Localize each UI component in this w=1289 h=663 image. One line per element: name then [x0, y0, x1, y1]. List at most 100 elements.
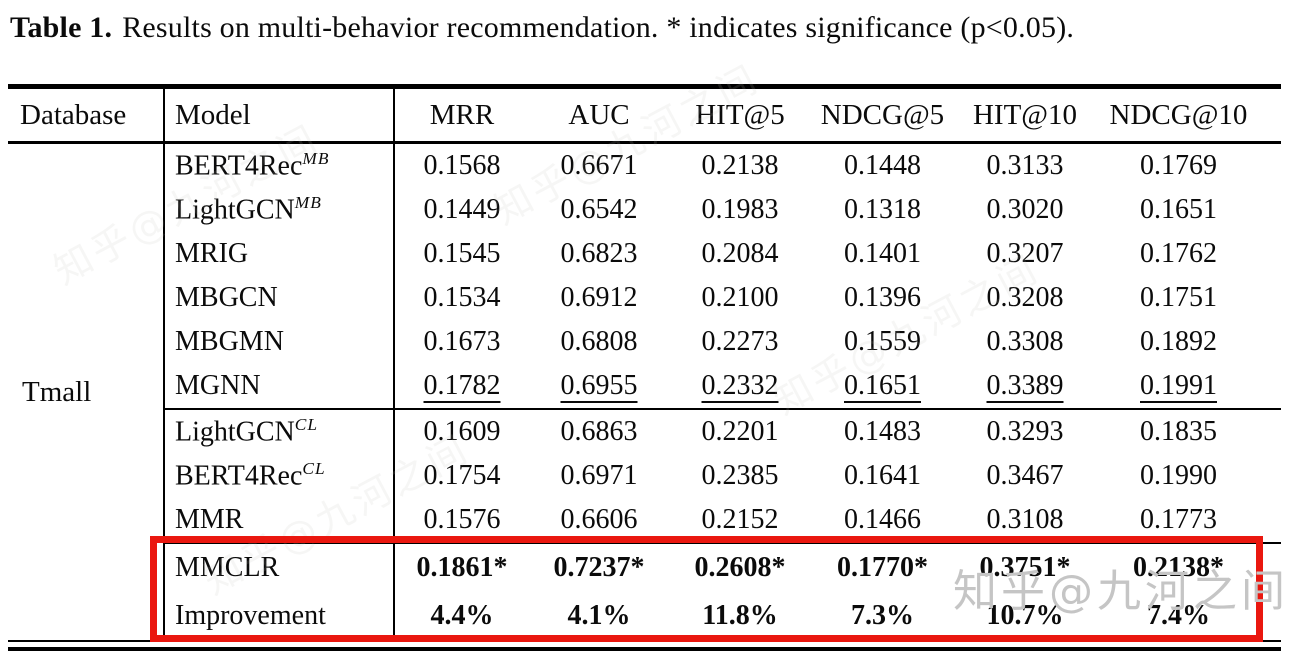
metric-value: 4.4%: [430, 600, 494, 631]
table-row: MMCLR 0.1861* 0.7237* 0.2608* 0.1770* 0.3751*…: [8, 542, 1281, 592]
results-table: Database Model MRR AUC HIT@5 NDCG@5 HIT@10 NDCG…: [8, 84, 1281, 642]
table-row: Improvement 4.4% 4.1% 11.8% 7.3% 10.7% 7.4%: [8, 592, 1281, 641]
metric-value: 0.3467: [986, 460, 1064, 491]
metric-value: 0.2385: [701, 460, 779, 491]
metric-value: 0.2084: [701, 238, 779, 269]
metric-value: 0.2100: [701, 282, 779, 313]
metric-value: 0.1576: [423, 504, 501, 535]
metric-value: 0.1396: [844, 282, 921, 313]
col-header-ndcg5: NDCG@5: [811, 86, 954, 144]
metric-value: 0.6971: [560, 460, 638, 491]
metric-value: 0.3308: [986, 326, 1064, 357]
metric-value: 4.1%: [567, 600, 631, 631]
metric-value: 0.3293: [954, 408, 1096, 454]
metric-value: 0.1609: [394, 408, 529, 454]
metric-value: 0.6542: [560, 194, 638, 225]
col-header-mrr: MRR: [394, 86, 529, 144]
metric-value: 0.1892: [1140, 326, 1217, 357]
col-header-database: Database: [8, 86, 165, 144]
model-name: BERT4RecCL: [164, 454, 395, 498]
metric-value: 0.1318: [844, 194, 921, 225]
metric-value: 7.3%: [851, 600, 914, 631]
col-header-auc: AUC: [529, 86, 669, 144]
metric-value: 0.1773: [1140, 504, 1217, 535]
metric-value: 0.1651: [1140, 194, 1217, 225]
table-header-row: Database Model MRR AUC HIT@5 NDCG@5 HIT@10 NDCG…: [8, 86, 1281, 144]
metric-value: 0.1762: [1140, 238, 1217, 269]
model-name: MRIG: [164, 232, 395, 276]
metric-value: 0.1534: [423, 282, 501, 313]
metric-value: 0.6671: [560, 150, 638, 181]
metric-value: 0.1835: [1096, 408, 1281, 454]
model-name: LightGCNCL: [164, 408, 395, 454]
table-row: BERT4RecCL 0.1754 0.6971 0.2385 0.1641 0.3467…: [8, 454, 1281, 498]
model-superscript: CL: [294, 415, 319, 435]
table-row: Tmall BERT4RecMB 0.1568 0.6671 0.2138 0.1448 0…: [8, 142, 1281, 641]
table-bottom-rule: [8, 647, 1281, 651]
metric-value: 0.6823: [560, 238, 638, 269]
model-name: MMR: [164, 498, 395, 543]
metric-value: 0.6955: [560, 370, 638, 401]
metric-value: 0.1782: [423, 370, 501, 401]
table-row: LightGCNCL 0.1609 0.6863 0.2201 0.1483 0.3293…: [8, 408, 1281, 454]
col-header-ndcg10: NDCG@10: [1096, 86, 1281, 144]
metric-value: 0.3208: [986, 282, 1064, 313]
model-name: MMCLR: [164, 542, 395, 592]
metric-value: 0.1483: [811, 408, 954, 454]
metric-value: 0.1401: [844, 238, 921, 269]
metric-value: 0.3389: [986, 370, 1064, 401]
metric-value: 0.6912: [560, 282, 638, 313]
metric-value: 0.2138*: [1096, 542, 1281, 592]
model-superscript: MB: [302, 149, 330, 169]
metric-value: 0.2138: [701, 150, 779, 181]
model-superscript: MB: [294, 193, 322, 213]
model-name: MGNN: [164, 364, 395, 409]
model-name: MBGMN: [164, 320, 395, 364]
col-header-hit5: HIT@5: [669, 86, 811, 144]
metric-value: 0.6863: [529, 408, 669, 454]
model-name: MBGCN: [164, 276, 395, 320]
metric-value: 0.1651: [844, 370, 921, 401]
metric-value: 0.2273: [701, 326, 779, 357]
metric-value: 0.1466: [844, 504, 921, 535]
metric-value: 0.3108: [986, 504, 1064, 535]
metric-value: 0.6808: [560, 326, 638, 357]
metric-value: 0.1448: [844, 150, 921, 181]
metric-value: 7.4%: [1147, 600, 1210, 631]
metric-value: 0.1559: [844, 326, 921, 357]
table-row: MBGCN 0.1534 0.6912 0.2100 0.1396 0.3208 0.175…: [8, 276, 1281, 320]
metric-value: 11.8%: [702, 600, 778, 631]
metric-value: 0.3133: [986, 150, 1064, 181]
col-header-hit10: HIT@10: [954, 86, 1096, 144]
table-caption-text: Results on multi-behavior recommendation…: [122, 11, 1075, 44]
metric-value: 0.1641: [844, 460, 921, 491]
metric-value: 0.2608*: [669, 542, 811, 592]
results-table-wrap: Database Model MRR AUC HIT@5 NDCG@5 HIT@10 NDCG…: [8, 56, 1285, 651]
metric-value: 0.1673: [423, 326, 501, 357]
table-row: MMR 0.1576 0.6606 0.2152 0.1466 0.3108 0.1773: [8, 498, 1281, 543]
metric-value: 0.3207: [986, 238, 1064, 269]
metric-value: 0.1990: [1140, 460, 1217, 491]
metric-value: 0.1545: [423, 238, 501, 269]
database-cell: Tmall: [8, 142, 165, 641]
table-row: MBGMN 0.1673 0.6808 0.2273 0.1559 0.3308 0.189…: [8, 320, 1281, 364]
metric-value: 0.1983: [701, 194, 779, 225]
metric-value: 0.1991: [1140, 370, 1217, 401]
model-name: BERT4RecMB: [164, 142, 395, 188]
metric-value: 0.1754: [423, 460, 501, 491]
table-row: MRIG 0.1545 0.6823 0.2084 0.1401 0.3207 0.1762: [8, 232, 1281, 276]
table-caption: Table 1. Results on multi-behavior recomm…: [10, 8, 1289, 48]
model-superscript: CL: [302, 459, 326, 479]
table-caption-label: Table 1.: [10, 11, 113, 44]
metric-value: 0.1449: [423, 194, 501, 225]
col-header-model: Model: [164, 86, 395, 144]
metric-value: 0.1770*: [811, 542, 954, 592]
metric-value: 0.1568: [423, 150, 501, 181]
metric-value: 0.3020: [986, 194, 1064, 225]
metric-value: 0.2201: [669, 408, 811, 454]
table-row: LightGCNMB 0.1449 0.6542 0.1983 0.1318 0.3020…: [8, 188, 1281, 232]
metric-value: 10.7%: [986, 600, 1064, 631]
metric-value: 0.3751*: [954, 542, 1096, 592]
metric-value: 0.2152: [701, 504, 779, 535]
metric-value: 0.6606: [560, 504, 638, 535]
